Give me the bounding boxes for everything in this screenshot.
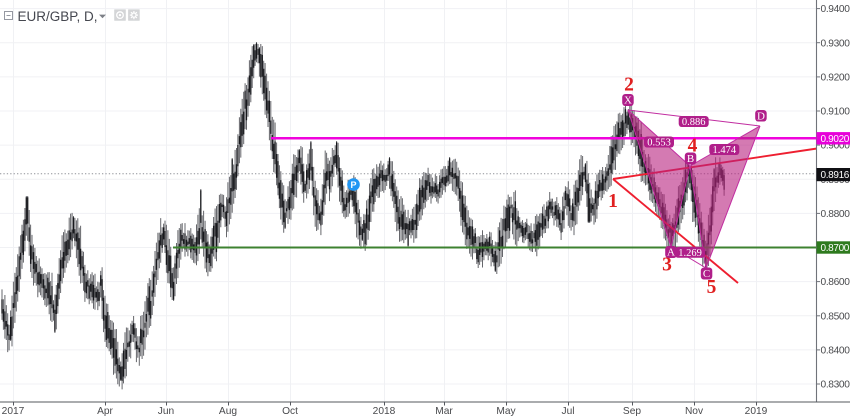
svg-text:3: 3 [662, 254, 672, 275]
svg-text:0.8300: 0.8300 [821, 380, 850, 391]
svg-text:X: X [624, 95, 632, 107]
svg-text:A: A [667, 247, 675, 259]
svg-text:1.474: 1.474 [712, 145, 736, 156]
svg-text:EUR/GBP, D,: EUR/GBP, D, [18, 9, 98, 24]
svg-text:Aug: Aug [219, 406, 237, 417]
svg-text:Jul: Jul [561, 406, 574, 417]
svg-text:0.8700: 0.8700 [821, 243, 850, 254]
svg-text:0.8500: 0.8500 [821, 311, 850, 322]
svg-text:Mar: Mar [435, 406, 453, 417]
svg-text:0.9100: 0.9100 [821, 107, 850, 118]
svg-text:2: 2 [624, 74, 634, 95]
svg-text:0.8600: 0.8600 [821, 277, 850, 288]
svg-text:Nov: Nov [685, 406, 704, 417]
svg-text:0.9300: 0.9300 [821, 38, 850, 49]
svg-text:P: P [350, 180, 356, 190]
svg-text:0.9200: 0.9200 [821, 73, 850, 84]
svg-text:D: D [757, 111, 765, 123]
svg-text:1: 1 [608, 191, 618, 212]
svg-text:0.8400: 0.8400 [821, 346, 850, 357]
svg-text:5: 5 [707, 277, 717, 298]
svg-text:Jun: Jun [158, 406, 174, 417]
svg-text:2018: 2018 [373, 406, 396, 417]
svg-text:2017: 2017 [2, 406, 25, 417]
svg-text:0.8800: 0.8800 [821, 209, 850, 220]
svg-text:0.886: 0.886 [682, 117, 706, 128]
svg-text:0.553: 0.553 [647, 138, 671, 149]
svg-text:0.9000: 0.9000 [821, 141, 850, 152]
svg-text:0.9400: 0.9400 [821, 4, 850, 15]
svg-text:1.269: 1.269 [678, 248, 702, 259]
svg-text:Oct: Oct [282, 406, 298, 417]
svg-text:B: B [687, 153, 694, 165]
svg-text:May: May [496, 406, 516, 417]
svg-text:Apr: Apr [97, 406, 113, 417]
svg-text:2019: 2019 [745, 406, 768, 417]
svg-text:Sep: Sep [623, 406, 641, 417]
svg-text:0.8916: 0.8916 [821, 170, 850, 181]
svg-text:4: 4 [688, 135, 698, 156]
svg-text:0.9020: 0.9020 [821, 134, 850, 145]
svg-text:C: C [703, 268, 710, 280]
